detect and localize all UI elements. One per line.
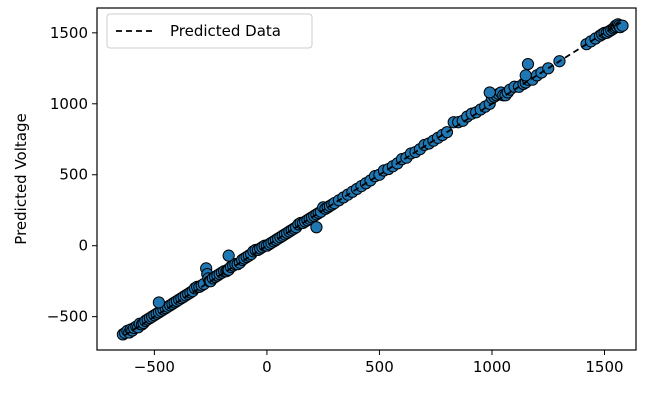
data-point: [310, 221, 323, 234]
data-point: [519, 69, 532, 82]
y-tick-label: 0: [78, 237, 88, 255]
plot-frame: [96, 7, 637, 351]
x-axis: −500 0 500 1000 1500: [134, 350, 624, 376]
legend-box: [106, 13, 313, 49]
predicted-data-line: [124, 21, 622, 336]
x-tick-label: 0: [262, 358, 272, 376]
data-point: [222, 249, 235, 262]
y-axis: −500 0 500 1000 1500: [47, 24, 97, 326]
data-point: [483, 86, 496, 99]
y-tick-label: 500: [59, 166, 88, 184]
x-tick-label: 500: [365, 358, 394, 376]
y-tick-label: −500: [47, 308, 88, 326]
legend: Predicted Data: [106, 13, 313, 49]
data-point: [521, 57, 535, 71]
line-layer: [124, 21, 622, 336]
x-tick-label: −500: [134, 358, 175, 376]
y-axis-label: Predicted Voltage: [12, 113, 30, 244]
y-tick-label: 1500: [50, 24, 88, 42]
data-point: [152, 296, 165, 309]
x-tick-label: 1500: [585, 358, 623, 376]
legend-label: Predicted Data: [170, 22, 281, 40]
y-tick-label: 1000: [50, 95, 88, 113]
data-point: [616, 19, 629, 32]
x-tick-label: 1000: [473, 358, 511, 376]
